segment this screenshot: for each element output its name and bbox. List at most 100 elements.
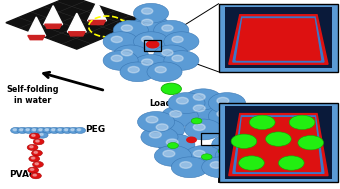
Circle shape bbox=[29, 133, 40, 139]
Polygon shape bbox=[236, 118, 321, 171]
Circle shape bbox=[191, 118, 202, 124]
Bar bbox=[225, 7, 332, 68]
FancyBboxPatch shape bbox=[219, 4, 338, 72]
Circle shape bbox=[215, 146, 252, 166]
Circle shape bbox=[120, 62, 155, 82]
Bar bbox=[225, 106, 332, 179]
Bar bbox=[144, 40, 161, 51]
Circle shape bbox=[171, 157, 208, 178]
Circle shape bbox=[154, 45, 189, 65]
Circle shape bbox=[162, 25, 173, 31]
Circle shape bbox=[162, 50, 173, 56]
Circle shape bbox=[49, 127, 60, 133]
Bar bbox=[201, 133, 219, 145]
Circle shape bbox=[156, 124, 168, 131]
Circle shape bbox=[134, 3, 169, 23]
Circle shape bbox=[163, 150, 175, 157]
Circle shape bbox=[45, 129, 49, 131]
Circle shape bbox=[161, 106, 198, 127]
Text: Self-folding
in water: Self-folding in water bbox=[7, 85, 59, 105]
Circle shape bbox=[71, 129, 74, 131]
Circle shape bbox=[218, 148, 229, 154]
Circle shape bbox=[68, 127, 79, 133]
Polygon shape bbox=[233, 17, 324, 62]
Circle shape bbox=[266, 132, 291, 146]
Circle shape bbox=[240, 116, 252, 123]
Polygon shape bbox=[27, 17, 46, 36]
Circle shape bbox=[141, 127, 178, 147]
Polygon shape bbox=[6, 0, 144, 49]
Circle shape bbox=[164, 51, 199, 70]
Circle shape bbox=[31, 173, 41, 179]
Circle shape bbox=[154, 20, 189, 40]
Circle shape bbox=[19, 129, 23, 131]
Circle shape bbox=[32, 150, 42, 156]
Circle shape bbox=[239, 156, 264, 170]
Polygon shape bbox=[233, 116, 324, 173]
Polygon shape bbox=[44, 6, 63, 25]
Circle shape bbox=[141, 59, 153, 65]
Circle shape bbox=[250, 115, 275, 129]
Polygon shape bbox=[89, 20, 105, 25]
Circle shape bbox=[210, 162, 222, 168]
Circle shape bbox=[55, 127, 66, 133]
Circle shape bbox=[32, 129, 36, 131]
Circle shape bbox=[134, 32, 169, 51]
Circle shape bbox=[111, 55, 122, 61]
Circle shape bbox=[26, 129, 29, 131]
Circle shape bbox=[27, 144, 38, 150]
Circle shape bbox=[33, 174, 36, 176]
Polygon shape bbox=[68, 32, 85, 36]
Circle shape bbox=[17, 127, 28, 133]
Circle shape bbox=[298, 136, 324, 150]
Circle shape bbox=[30, 168, 34, 170]
Polygon shape bbox=[28, 36, 45, 40]
Circle shape bbox=[30, 127, 41, 133]
Circle shape bbox=[103, 51, 138, 70]
Polygon shape bbox=[236, 19, 321, 60]
Circle shape bbox=[39, 129, 42, 131]
Circle shape bbox=[150, 131, 161, 138]
Circle shape bbox=[40, 133, 43, 136]
Circle shape bbox=[147, 41, 159, 48]
Circle shape bbox=[185, 146, 222, 166]
Circle shape bbox=[289, 115, 315, 129]
Circle shape bbox=[154, 146, 191, 166]
Circle shape bbox=[147, 62, 182, 82]
Polygon shape bbox=[229, 15, 328, 64]
Circle shape bbox=[37, 132, 48, 138]
Circle shape bbox=[146, 116, 158, 123]
Circle shape bbox=[31, 157, 35, 159]
Circle shape bbox=[172, 55, 183, 61]
Circle shape bbox=[11, 127, 21, 133]
Circle shape bbox=[36, 140, 39, 142]
Circle shape bbox=[28, 167, 39, 173]
Circle shape bbox=[168, 143, 178, 149]
Circle shape bbox=[176, 97, 188, 104]
Circle shape bbox=[201, 154, 212, 160]
Circle shape bbox=[193, 124, 205, 131]
Circle shape bbox=[77, 129, 81, 131]
Circle shape bbox=[193, 105, 205, 112]
Circle shape bbox=[212, 134, 249, 155]
Circle shape bbox=[36, 127, 47, 133]
Circle shape bbox=[13, 129, 17, 131]
Circle shape bbox=[161, 83, 182, 94]
Circle shape bbox=[141, 19, 153, 26]
Circle shape bbox=[217, 97, 229, 104]
Circle shape bbox=[187, 137, 196, 143]
Circle shape bbox=[134, 54, 169, 74]
Circle shape bbox=[172, 36, 183, 43]
FancyBboxPatch shape bbox=[219, 103, 338, 182]
Circle shape bbox=[185, 119, 222, 140]
Circle shape bbox=[158, 134, 195, 155]
Text: Loading: Loading bbox=[149, 99, 187, 108]
Circle shape bbox=[231, 134, 257, 148]
Circle shape bbox=[134, 15, 169, 34]
Circle shape bbox=[220, 139, 232, 146]
Circle shape bbox=[168, 93, 205, 113]
Polygon shape bbox=[67, 13, 86, 32]
Circle shape bbox=[202, 157, 239, 178]
Circle shape bbox=[278, 156, 304, 170]
Circle shape bbox=[224, 150, 236, 157]
